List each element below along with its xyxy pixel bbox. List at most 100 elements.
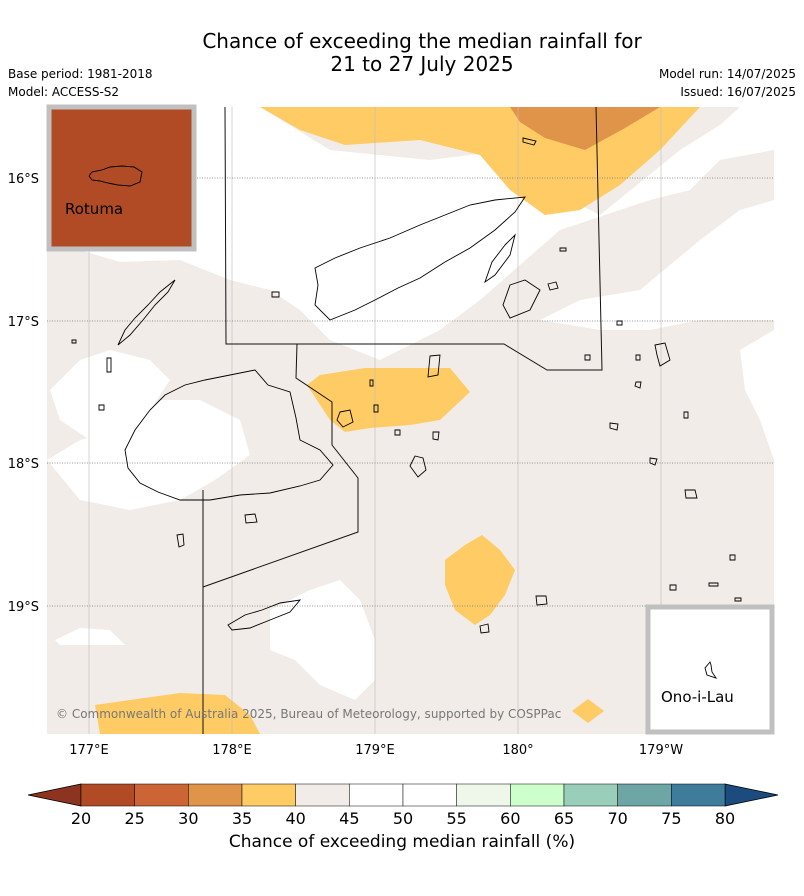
region-45-55 bbox=[740, 330, 774, 460]
colorbar: 20 25 30 35 40 45 50 55 60 65 70 75 80 bbox=[27, 783, 779, 828]
qamea-island bbox=[502, 279, 541, 319]
lon-label: 179°E bbox=[355, 743, 395, 758]
title-line-1: Chance of exceeding the median rainfall … bbox=[202, 29, 642, 53]
title-line-2: 21 to 27 July 2025 bbox=[330, 52, 514, 76]
region-45-55 bbox=[695, 205, 774, 270]
yasawa-islands bbox=[117, 279, 176, 346]
region-30-35 bbox=[510, 107, 660, 150]
vanua-balavu-island bbox=[654, 342, 671, 367]
lon-label: 180° bbox=[502, 743, 533, 758]
rotuma-island-icon bbox=[88, 165, 143, 187]
lau-island bbox=[559, 247, 567, 252]
colorbar-segment bbox=[134, 783, 189, 807]
colorbar-tick-label: 50 bbox=[393, 809, 413, 828]
lon-label: 179°W bbox=[639, 743, 683, 758]
colorbar-segment bbox=[617, 783, 672, 807]
colorbar-label: Chance of exceeding median rainfall (%) bbox=[228, 832, 576, 852]
colorbar-tick-label: 20 bbox=[71, 809, 91, 828]
region-45-55 bbox=[47, 107, 774, 360]
gau-island bbox=[336, 409, 354, 428]
region-45-55 bbox=[47, 400, 250, 510]
colorbar-segment bbox=[402, 783, 457, 807]
lon-labels: 177°E 178°E 179°E 180° 179°W bbox=[69, 743, 683, 758]
lau-island bbox=[176, 533, 185, 548]
colorbar-segment bbox=[510, 783, 565, 807]
colorbar-over-arrow bbox=[724, 783, 779, 807]
lau-island bbox=[669, 584, 677, 591]
region-35-40 bbox=[95, 693, 260, 734]
lat-label: 17°S bbox=[8, 315, 39, 330]
base-period: Base period: 1981-2018 bbox=[8, 67, 153, 81]
inset-ono-label: Ono-i-Lau bbox=[661, 688, 734, 706]
colorbar-tick-label: 35 bbox=[232, 809, 252, 828]
meta-left: Base period: 1981-2018 Model: ACCESS-S2 bbox=[8, 65, 153, 101]
inset-rotuma: Rotuma bbox=[46, 104, 197, 252]
colorbar-segment bbox=[671, 783, 726, 807]
lon-label: 177°E bbox=[69, 743, 109, 758]
lau-island bbox=[71, 339, 77, 344]
lau-island bbox=[708, 582, 719, 587]
lau-island bbox=[634, 381, 642, 389]
lau-island bbox=[479, 623, 490, 634]
lau-island bbox=[432, 431, 440, 441]
vanua-levu-island bbox=[314, 196, 526, 321]
taveuni-island bbox=[484, 233, 516, 284]
lau-island bbox=[369, 379, 374, 387]
colorbar-tick-label: 45 bbox=[339, 809, 359, 828]
colorbar-tick-label: 65 bbox=[554, 809, 574, 828]
region-45-55 bbox=[270, 580, 375, 700]
lat-label: 16°S bbox=[8, 172, 39, 187]
model-name: Model: ACCESS-S2 bbox=[8, 85, 120, 99]
lau-island bbox=[394, 429, 401, 436]
boundary-lines bbox=[202, 107, 603, 734]
lau-island bbox=[609, 422, 619, 431]
region-45-55 bbox=[55, 628, 125, 645]
coastlines bbox=[71, 137, 742, 634]
colorbar-segment bbox=[349, 783, 404, 807]
lau-island bbox=[734, 597, 742, 602]
inset-ono-i-lau: Ono-i-Lau bbox=[645, 604, 775, 735]
lau-island bbox=[244, 513, 258, 524]
region-35-40 bbox=[307, 368, 470, 432]
lau-island bbox=[683, 411, 689, 419]
lau-island bbox=[616, 320, 623, 326]
chart-title: Chance of exceeding the median rainfall … bbox=[0, 30, 804, 76]
kadavu-island bbox=[227, 599, 302, 631]
colorbar-segment bbox=[241, 783, 296, 807]
colorbar-segment bbox=[80, 783, 135, 807]
region-35-40 bbox=[572, 699, 604, 723]
lat-label: 18°S bbox=[8, 457, 39, 472]
colorbar-tick-label: 70 bbox=[607, 809, 627, 828]
colorbar-segment bbox=[563, 783, 618, 807]
lat-label: 19°S bbox=[8, 600, 39, 615]
lat-labels: 16°S 17°S 18°S 19°S bbox=[8, 172, 39, 615]
viti-levu-island bbox=[124, 369, 334, 501]
lau-island bbox=[522, 137, 537, 146]
lau-island bbox=[535, 595, 548, 606]
model-run: Model run: 14/07/2025 bbox=[658, 67, 796, 81]
colorbar-segment bbox=[456, 783, 511, 807]
region-45-55 bbox=[50, 350, 170, 440]
lau-island bbox=[684, 489, 698, 499]
inset-rotuma-label: Rotuma bbox=[65, 200, 123, 218]
colorbar-tick-label: 80 bbox=[715, 809, 735, 828]
lon-label: 178°E bbox=[212, 743, 252, 758]
copyright-notice: © Commonwealth of Australia 2025, Bureau… bbox=[56, 707, 561, 721]
colorbar-tick-label: 40 bbox=[285, 809, 305, 828]
lau-island bbox=[106, 357, 112, 373]
colorbar-under-arrow bbox=[27, 783, 82, 807]
lau-island bbox=[649, 457, 658, 466]
meta-right: Model run: 14/07/2025 Issued: 16/07/2025 bbox=[659, 65, 796, 101]
colorbar-tick-label: 55 bbox=[446, 809, 466, 828]
colorbar-segment bbox=[188, 783, 243, 807]
colorbar-tick-label: 75 bbox=[661, 809, 681, 828]
colorbar-tick-label: 25 bbox=[124, 809, 144, 828]
colorbar-tick-label: 60 bbox=[500, 809, 520, 828]
issued-date: Issued: 16/07/2025 bbox=[680, 85, 796, 99]
region-35-40 bbox=[445, 535, 515, 625]
lau-island bbox=[729, 554, 736, 561]
lau-island bbox=[98, 404, 105, 411]
lau-island bbox=[373, 404, 379, 413]
lau-island bbox=[635, 354, 641, 361]
